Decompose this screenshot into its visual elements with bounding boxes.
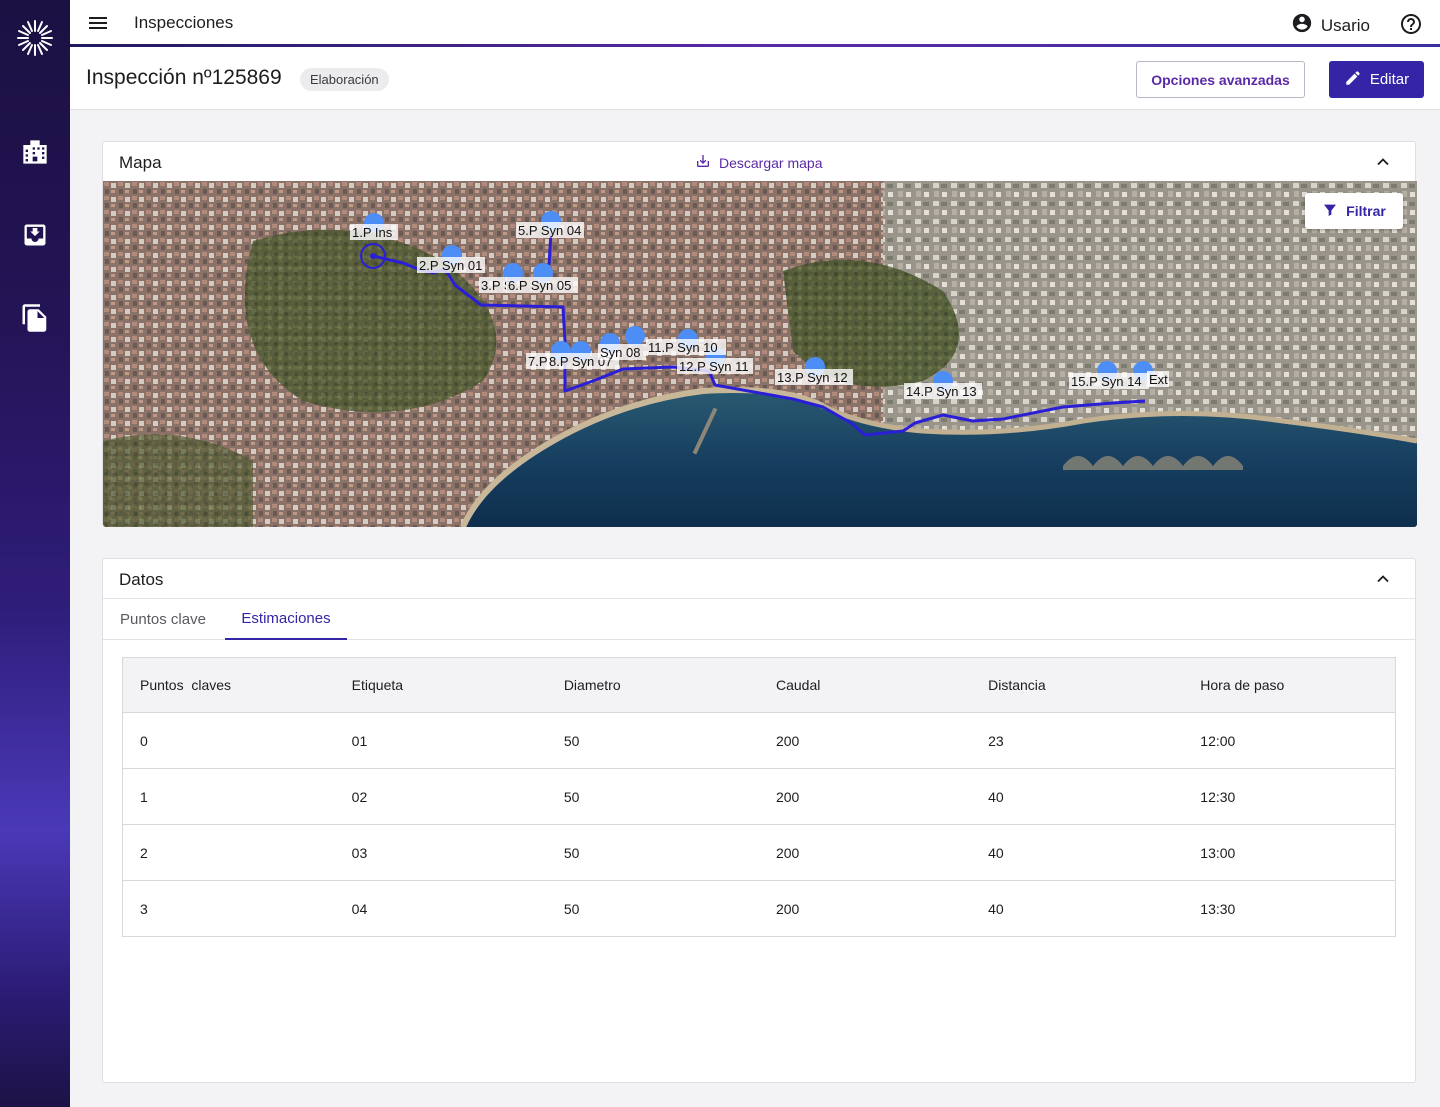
map-marker-label[interactable]: 13.P Syn 12 — [775, 369, 853, 385]
table-cell: 40 — [971, 768, 1184, 825]
table-row[interactable]: 1 02 50 200 40 12:30 — [122, 768, 1396, 825]
svg-text:2.P Syn 01: 2.P Syn 01 — [419, 258, 482, 273]
chevron-up-icon[interactable] — [1375, 571, 1391, 587]
table-cell: 0 — [122, 712, 335, 769]
table-cell: 13:00 — [1183, 824, 1396, 881]
download-map-label: Descargar mapa — [719, 154, 823, 171]
svg-text:3.P S: 3.P S — [481, 278, 513, 293]
table-cell: 12:00 — [1183, 712, 1396, 769]
svg-text:15.P Syn 14: 15.P Syn 14 — [1071, 374, 1142, 389]
column-header[interactable]: Puntos claves — [122, 657, 335, 713]
svg-text:1.P Ins: 1.P Ins — [352, 225, 393, 240]
svg-text:8.P Syn 07: 8.P Syn 07 — [549, 354, 612, 369]
column-header[interactable]: Etiqueta — [334, 657, 547, 713]
tab-puntos-clave[interactable]: Puntos clave — [120, 611, 206, 628]
map-canvas[interactable]: 1.P Ins 2.P Syn 01 3.P S 5.P Syn 04 6.P … — [103, 181, 1417, 527]
map-marker-label[interactable]: 5.P Syn 04 — [516, 222, 584, 238]
tab-estimaciones[interactable]: Estimaciones — [225, 599, 347, 640]
svg-text:11.P Syn 10: 11.P Syn 10 — [648, 340, 718, 355]
table-cell: 02 — [334, 768, 547, 825]
logo-icon[interactable] — [14, 17, 56, 59]
menu-icon[interactable] — [88, 13, 108, 33]
table-cell: 50 — [546, 712, 759, 769]
map-card-title: Mapa — [119, 153, 162, 172]
table-cell: 1 — [122, 768, 335, 825]
satellite-map[interactable]: 1.P Ins 2.P Syn 01 3.P S 5.P Syn 04 6.P … — [103, 181, 1417, 527]
map-marker-label[interactable]: 15.P Syn 14 — [1069, 373, 1149, 389]
account-circle-icon — [1291, 12, 1313, 39]
documents-icon[interactable] — [19, 302, 51, 334]
table-cell: 23 — [971, 712, 1184, 769]
svg-text:5.P Syn 04: 5.P Syn 04 — [518, 223, 581, 238]
svg-text:Ext: Ext — [1149, 372, 1168, 387]
table-cell: 50 — [546, 824, 759, 881]
page-title: Inspección nº125869 — [86, 66, 282, 89]
table-cell: 50 — [563, 900, 580, 917]
map-marker-label[interactable]: 7.P — [526, 353, 550, 369]
page-header: Inspección nº125869 Elaboración Opciones… — [70, 47, 1440, 110]
table-cell: 40 — [988, 900, 1004, 917]
table-row[interactable]: 3 04 50 200 40 13:30 — [123, 881, 1396, 937]
svg-text:13.P Syn 12: 13.P Syn 12 — [777, 370, 848, 385]
edit-button-label: Editar — [1369, 71, 1410, 88]
map-marker-label[interactable]: 11.P Syn 10 — [646, 339, 726, 355]
table-row[interactable]: 2 03 50 200 40 13:00 — [122, 824, 1396, 881]
download-map-link[interactable]: Descargar mapa — [695, 153, 823, 172]
table-cell: 04 — [351, 900, 368, 917]
sidebar — [0, 0, 70, 1107]
map-marker-label[interactable]: 3.P S — [479, 277, 513, 293]
table-cell: 200 — [775, 900, 800, 917]
estimations-table: Puntos claves Etiqueta Diametro Caudal D… — [122, 657, 1396, 937]
user-menu[interactable]: Usario — [1291, 12, 1370, 39]
table-row[interactable]: 0 01 50 200 23 12:00 — [122, 712, 1396, 769]
user-name: Usario — [1320, 15, 1370, 35]
column-header[interactable]: Caudal — [758, 657, 972, 713]
table-cell: 200 — [758, 768, 972, 825]
table-cell: 13:30 — [1200, 900, 1236, 917]
building-icon[interactable] — [19, 136, 51, 168]
svg-text:Syn 08: Syn 08 — [600, 345, 640, 360]
svg-text:6.P Syn 05: 6.P Syn 05 — [508, 278, 571, 293]
svg-text:12.P Syn 11: 12.P Syn 11 — [679, 359, 749, 374]
map-marker-label[interactable]: Syn 08 — [598, 344, 646, 360]
table-cell: 01 — [334, 712, 547, 769]
table-cell: 200 — [758, 712, 972, 769]
table-cell: 50 — [546, 768, 759, 825]
help-icon[interactable] — [1399, 12, 1423, 36]
map-marker-label[interactable]: Ext — [1147, 371, 1169, 387]
table-cell: 200 — [758, 824, 972, 881]
column-header[interactable]: Hora de paso — [1183, 657, 1396, 713]
table-cell: 3 — [140, 900, 148, 917]
map-card: Mapa Descargar mapa — [102, 141, 1417, 527]
svg-text:14.P Syn 13: 14.P Syn 13 — [906, 384, 977, 399]
status-badge: Elaboración — [300, 68, 389, 91]
map-marker-label[interactable]: 12.P Syn 11 — [677, 358, 753, 374]
table-cell: 2 — [122, 824, 335, 881]
map-marker-label[interactable]: 1.P Ins — [350, 224, 398, 240]
filter-icon — [1322, 202, 1338, 221]
filter-button[interactable]: Filtrar — [1305, 193, 1403, 229]
svg-text:7.P: 7.P — [528, 354, 548, 369]
edit-button[interactable]: Editar — [1329, 61, 1424, 98]
table-cell: 40 — [971, 824, 1184, 881]
filter-label: Filtrar — [1346, 203, 1386, 219]
inbox-icon[interactable] — [19, 219, 51, 251]
app-title: Inspecciones — [134, 13, 234, 32]
data-tabs: Puntos clave Estimaciones — [103, 598, 1415, 640]
map-marker-label[interactable]: 14.P Syn 13 — [904, 383, 982, 399]
column-header[interactable]: Diametro — [546, 657, 759, 713]
column-header[interactable]: Distancia — [971, 657, 1184, 713]
table-cell: 12:30 — [1183, 768, 1396, 825]
data-card: Datos Puntos clave Estimaciones Puntos c… — [102, 558, 1416, 1083]
edit-icon — [1344, 69, 1362, 91]
top-bar: Inspecciones Usario — [70, 0, 1440, 47]
data-card-title: Datos — [119, 570, 164, 589]
download-icon — [695, 153, 711, 172]
advanced-options-button[interactable]: Opciones avanzadas — [1136, 61, 1305, 98]
map-marker-label[interactable]: 6.P Syn 05 — [506, 277, 578, 293]
map-marker-label[interactable]: 2.P Syn 01 — [417, 257, 485, 273]
chevron-up-icon[interactable] — [1375, 154, 1391, 170]
table-cell: 03 — [334, 824, 547, 881]
table-header-row: Puntos claves Etiqueta Diametro Caudal D… — [122, 657, 1396, 713]
